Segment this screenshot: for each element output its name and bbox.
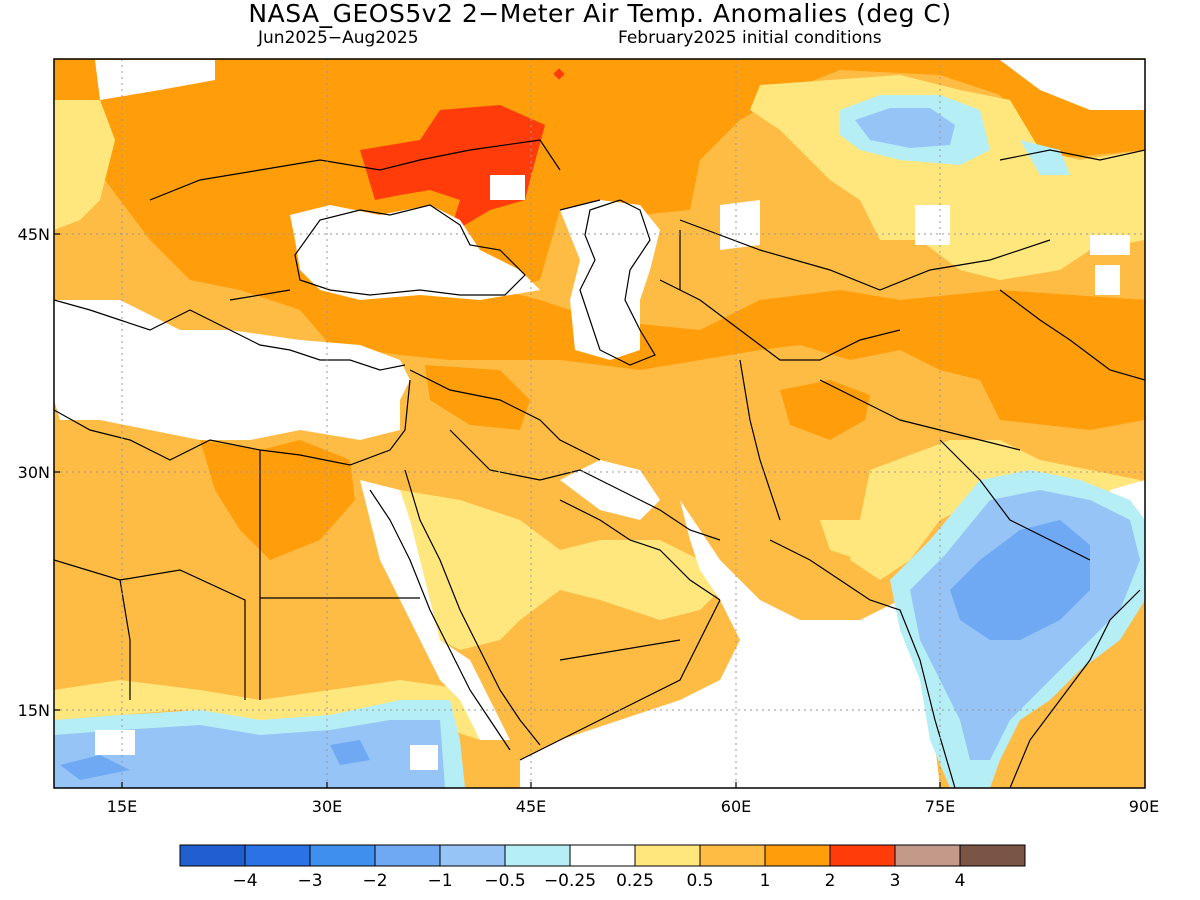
- colorbar-swatch-12: [959, 844, 1026, 867]
- colorbar-label-9: 2: [825, 871, 836, 891]
- lon-label-90e: 90E: [1129, 797, 1159, 816]
- colorbar-label-1: −3: [297, 871, 322, 891]
- lat-label-30n: 30N: [18, 463, 50, 482]
- colorbar-swatch-8: [699, 844, 766, 867]
- map-title: NASA_GEOS5v2 2−Meter Air Temp. Anomalies…: [248, 0, 952, 28]
- lon-label-15e: 15E: [107, 797, 137, 816]
- forecast-period: Jun2025−Aug2025: [258, 28, 419, 48]
- colorbar-swatch-5: [504, 844, 571, 867]
- colorbar-swatch-9: [764, 844, 831, 867]
- colorbar-swatch-1: [244, 844, 311, 867]
- lat-label-15n: 15N: [18, 701, 50, 720]
- colorbar-label-4: −0.5: [484, 871, 525, 891]
- colorbar-label-10: 3: [890, 871, 901, 891]
- colorbar-swatch-3: [374, 844, 441, 867]
- country-borders: [54, 139, 1145, 788]
- colorbar-swatch-0: [179, 844, 246, 867]
- lon-label-60e: 60E: [721, 797, 751, 816]
- colorbar-label-6: 0.25: [616, 871, 654, 891]
- colorbar: −4 −3 −2 −1 −0.5 −0.25 0.25 0.5 1 2 3 4: [179, 844, 1026, 891]
- colorbar-label-0: −4: [232, 871, 257, 891]
- colorbar-label-5: −0.25: [544, 871, 596, 891]
- lon-label-30e: 30E: [312, 797, 342, 816]
- colorbar-swatch-6: [569, 844, 636, 867]
- lon-label-45e: 45E: [516, 797, 546, 816]
- colorbar-label-3: −1: [427, 871, 452, 891]
- initial-conditions: February2025 initial conditions: [618, 28, 882, 48]
- colorbar-label-7: 0.5: [686, 871, 713, 891]
- plot-frame: [53, 58, 1146, 789]
- lon-label-75e: 75E: [925, 797, 955, 816]
- colorbar-label-8: 1: [760, 871, 771, 891]
- tick-marks: [54, 233, 941, 788]
- colorbar-label-2: −2: [362, 871, 387, 891]
- colorbar-label-11: 4: [955, 871, 966, 891]
- anomaly-field: [54, 59, 1145, 788]
- colorbar-swatch-4: [439, 844, 506, 867]
- colorbar-swatch-2: [309, 844, 376, 867]
- colorbar-swatch-11: [894, 844, 961, 867]
- gridlines: [54, 59, 1145, 788]
- colorbar-swatch-10: [829, 844, 896, 867]
- colorbar-swatch-7: [634, 844, 701, 867]
- lat-label-45n: 45N: [18, 225, 50, 244]
